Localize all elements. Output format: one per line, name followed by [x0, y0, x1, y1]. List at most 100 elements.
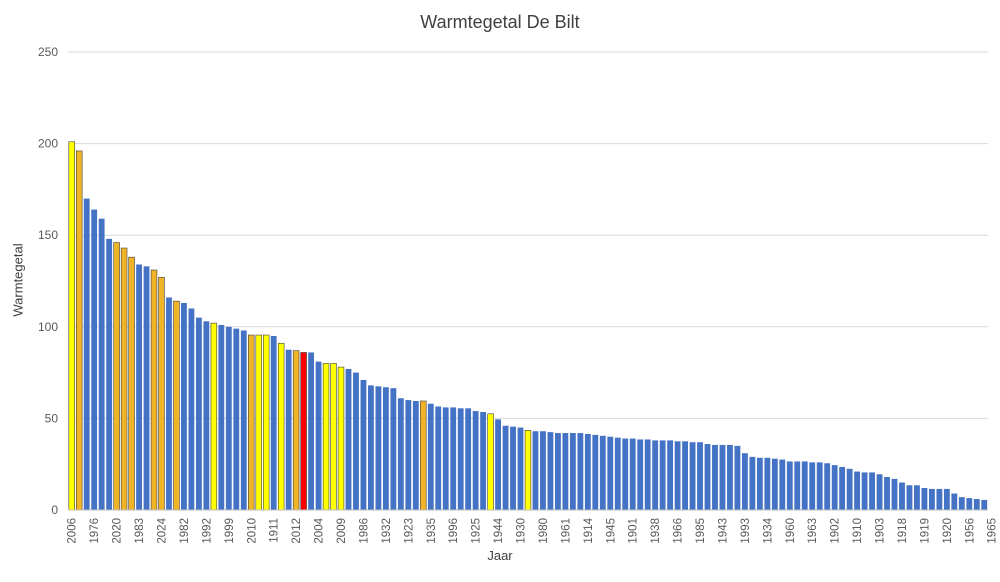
- x-tick-label: 1910: [852, 518, 864, 544]
- bar: [68, 141, 75, 511]
- bar: [854, 471, 861, 510]
- x-tick-label: 1932: [381, 518, 393, 544]
- bar: [921, 488, 928, 510]
- x-axis-label: Jaar: [487, 548, 513, 563]
- bar: [779, 459, 786, 510]
- bar: [353, 372, 359, 510]
- x-tick-label: 1903: [875, 518, 887, 544]
- bar: [540, 431, 546, 510]
- bar: [846, 468, 853, 510]
- bar: [360, 379, 367, 510]
- bar: [120, 247, 128, 511]
- bar: [569, 433, 576, 510]
- x-tick-label: 1980: [538, 518, 550, 544]
- y-tick-label: 200: [38, 137, 58, 151]
- x-tick-label: 1993: [740, 518, 752, 544]
- bar: [652, 440, 659, 510]
- bar: [450, 407, 457, 510]
- x-tick-label: 1938: [650, 518, 662, 544]
- bar: [330, 363, 337, 511]
- bar: [106, 238, 113, 511]
- bar: [308, 352, 314, 510]
- bar: [442, 407, 449, 510]
- y-tick-label: 50: [45, 411, 59, 425]
- bar: [240, 330, 247, 510]
- bar: [943, 488, 950, 510]
- bar: [824, 463, 831, 510]
- bar: [622, 438, 629, 510]
- bar: [412, 401, 419, 510]
- bar: [577, 433, 584, 510]
- x-tick-label: 2006: [67, 518, 79, 544]
- bar: [188, 308, 195, 510]
- bar: [869, 472, 875, 510]
- x-tick-label: 1944: [493, 517, 505, 543]
- bar: [435, 406, 442, 510]
- x-tick-label: 2004: [314, 517, 326, 543]
- bar: [472, 411, 479, 510]
- bar: [771, 458, 778, 510]
- bar: [704, 444, 711, 510]
- bar: [712, 444, 718, 510]
- x-tick-label: 1999: [224, 518, 236, 544]
- bar: [614, 437, 621, 510]
- bar: [300, 352, 307, 511]
- bar: [225, 326, 232, 510]
- bar: [816, 462, 823, 510]
- bar: [181, 302, 187, 510]
- x-tick-label: 1982: [179, 518, 191, 544]
- bar: [465, 408, 472, 510]
- bar: [899, 482, 905, 510]
- bar: [734, 445, 741, 510]
- bar: [91, 209, 98, 511]
- bar: [495, 419, 501, 510]
- bar: [368, 385, 374, 510]
- bar: [786, 461, 793, 510]
- x-tick-label: 1985: [695, 518, 707, 544]
- bar: [891, 478, 898, 510]
- bar: [637, 439, 644, 510]
- bar: [644, 439, 651, 510]
- bar: [592, 434, 599, 510]
- x-tick-label: 1934: [762, 517, 774, 543]
- bar: [517, 427, 524, 510]
- bar: [98, 218, 105, 510]
- bar: [682, 441, 688, 510]
- bar: [981, 499, 988, 510]
- x-tick-label: 2009: [336, 518, 348, 544]
- bar: [210, 322, 218, 511]
- bar: [292, 350, 300, 511]
- bar: [659, 440, 666, 510]
- bar: [547, 432, 554, 510]
- bar: [285, 349, 292, 510]
- bar: [809, 462, 816, 510]
- x-tick-label: 1919: [919, 518, 931, 544]
- bar: [315, 361, 322, 510]
- x-tick-label: 1914: [583, 517, 595, 543]
- bar: [884, 477, 890, 510]
- bar: [607, 436, 614, 510]
- x-tick-label: 1911: [269, 518, 281, 543]
- bar: [599, 435, 606, 510]
- bar: [584, 433, 591, 510]
- bar: [255, 334, 262, 511]
- bar: [457, 408, 464, 510]
- x-tick-label: 1935: [426, 518, 438, 544]
- x-tick-label: 1943: [717, 518, 729, 544]
- bar: [689, 442, 696, 510]
- x-tick-label: 1965: [987, 518, 999, 544]
- x-tick-label: 1976: [89, 518, 101, 544]
- bar: [951, 493, 958, 510]
- x-tick-label: 1923: [403, 518, 415, 544]
- bar: [195, 317, 202, 510]
- bar: [218, 324, 225, 510]
- bar: [262, 334, 270, 511]
- bar: [749, 456, 756, 510]
- bar: [936, 488, 943, 510]
- y-tick-label: 250: [38, 45, 58, 59]
- y-tick-label: 100: [38, 320, 58, 334]
- bar: [764, 457, 771, 510]
- bar: [480, 411, 487, 510]
- bar: [405, 400, 412, 510]
- x-tick-label: 2020: [112, 518, 124, 544]
